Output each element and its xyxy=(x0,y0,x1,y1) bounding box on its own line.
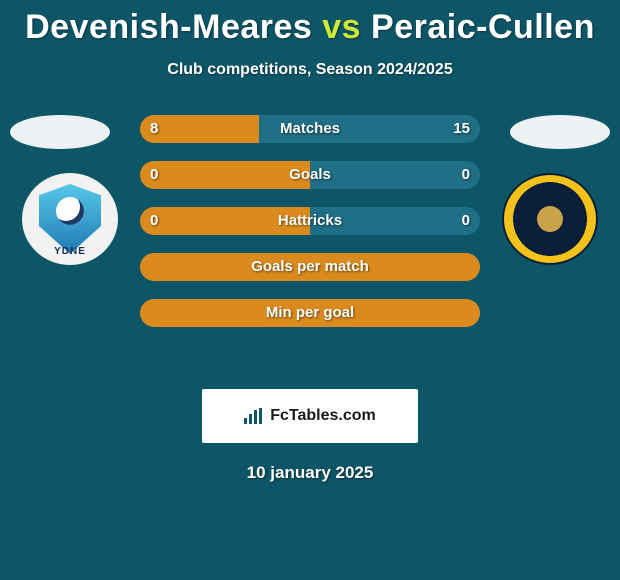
stat-bars: Matches 8 15 Goals 0 0 Hattricks 0 0 Goals per ma… xyxy=(140,115,480,345)
bars-icon xyxy=(244,408,264,424)
date-stamp: 10 january 2025 xyxy=(0,463,620,483)
comparison-title: Devenish-Meares vs Peraic-Cullen xyxy=(0,0,620,47)
stat-bar-goals: Goals 0 0 xyxy=(140,161,480,189)
player-left-name: Devenish-Meares xyxy=(25,8,312,46)
vs-label: vs xyxy=(322,8,361,46)
stat-value-left: 0 xyxy=(150,207,158,235)
stat-bar-label: Goals per match xyxy=(251,258,369,275)
stat-bar-hattricks: Hattricks 0 0 xyxy=(140,207,480,235)
club-badge-left: YDNE xyxy=(22,173,118,265)
stat-bar-label: Min per goal xyxy=(266,304,354,321)
stat-value-left: 0 xyxy=(150,161,158,189)
player-right-photo-placeholder xyxy=(510,115,610,149)
shield-icon xyxy=(39,184,101,254)
mariners-icon xyxy=(523,192,577,246)
stat-value-right: 0 xyxy=(462,207,470,235)
stat-value-left: 8 xyxy=(150,115,158,143)
club-badge-left-label: YDNE xyxy=(22,246,118,257)
comparison-stage: YDNE Matches 8 15 Goals 0 0 Hattricks 0 0 Goals p… xyxy=(0,115,620,375)
stat-value-right: 15 xyxy=(453,115,470,143)
stat-bar-label: Matches xyxy=(280,120,340,137)
club-badge-right xyxy=(502,173,598,265)
stat-bar-min-per-goal: Min per goal xyxy=(140,299,480,327)
stat-bar-label: Goals xyxy=(289,166,331,183)
stat-bar-matches: Matches 8 15 xyxy=(140,115,480,143)
stat-bar-seg-left xyxy=(140,161,310,189)
stat-bar-label: Hattricks xyxy=(278,212,342,229)
competition-subtitle: Club competitions, Season 2024/2025 xyxy=(0,61,620,79)
player-left-photo-placeholder xyxy=(10,115,110,149)
stat-bar-seg-right xyxy=(310,161,480,189)
watermark: FcTables.com xyxy=(202,389,418,443)
stat-bar-goals-per-match: Goals per match xyxy=(140,253,480,281)
stat-value-right: 0 xyxy=(462,161,470,189)
player-right-name: Peraic-Cullen xyxy=(371,8,595,46)
watermark-text: FcTables.com xyxy=(270,407,376,425)
